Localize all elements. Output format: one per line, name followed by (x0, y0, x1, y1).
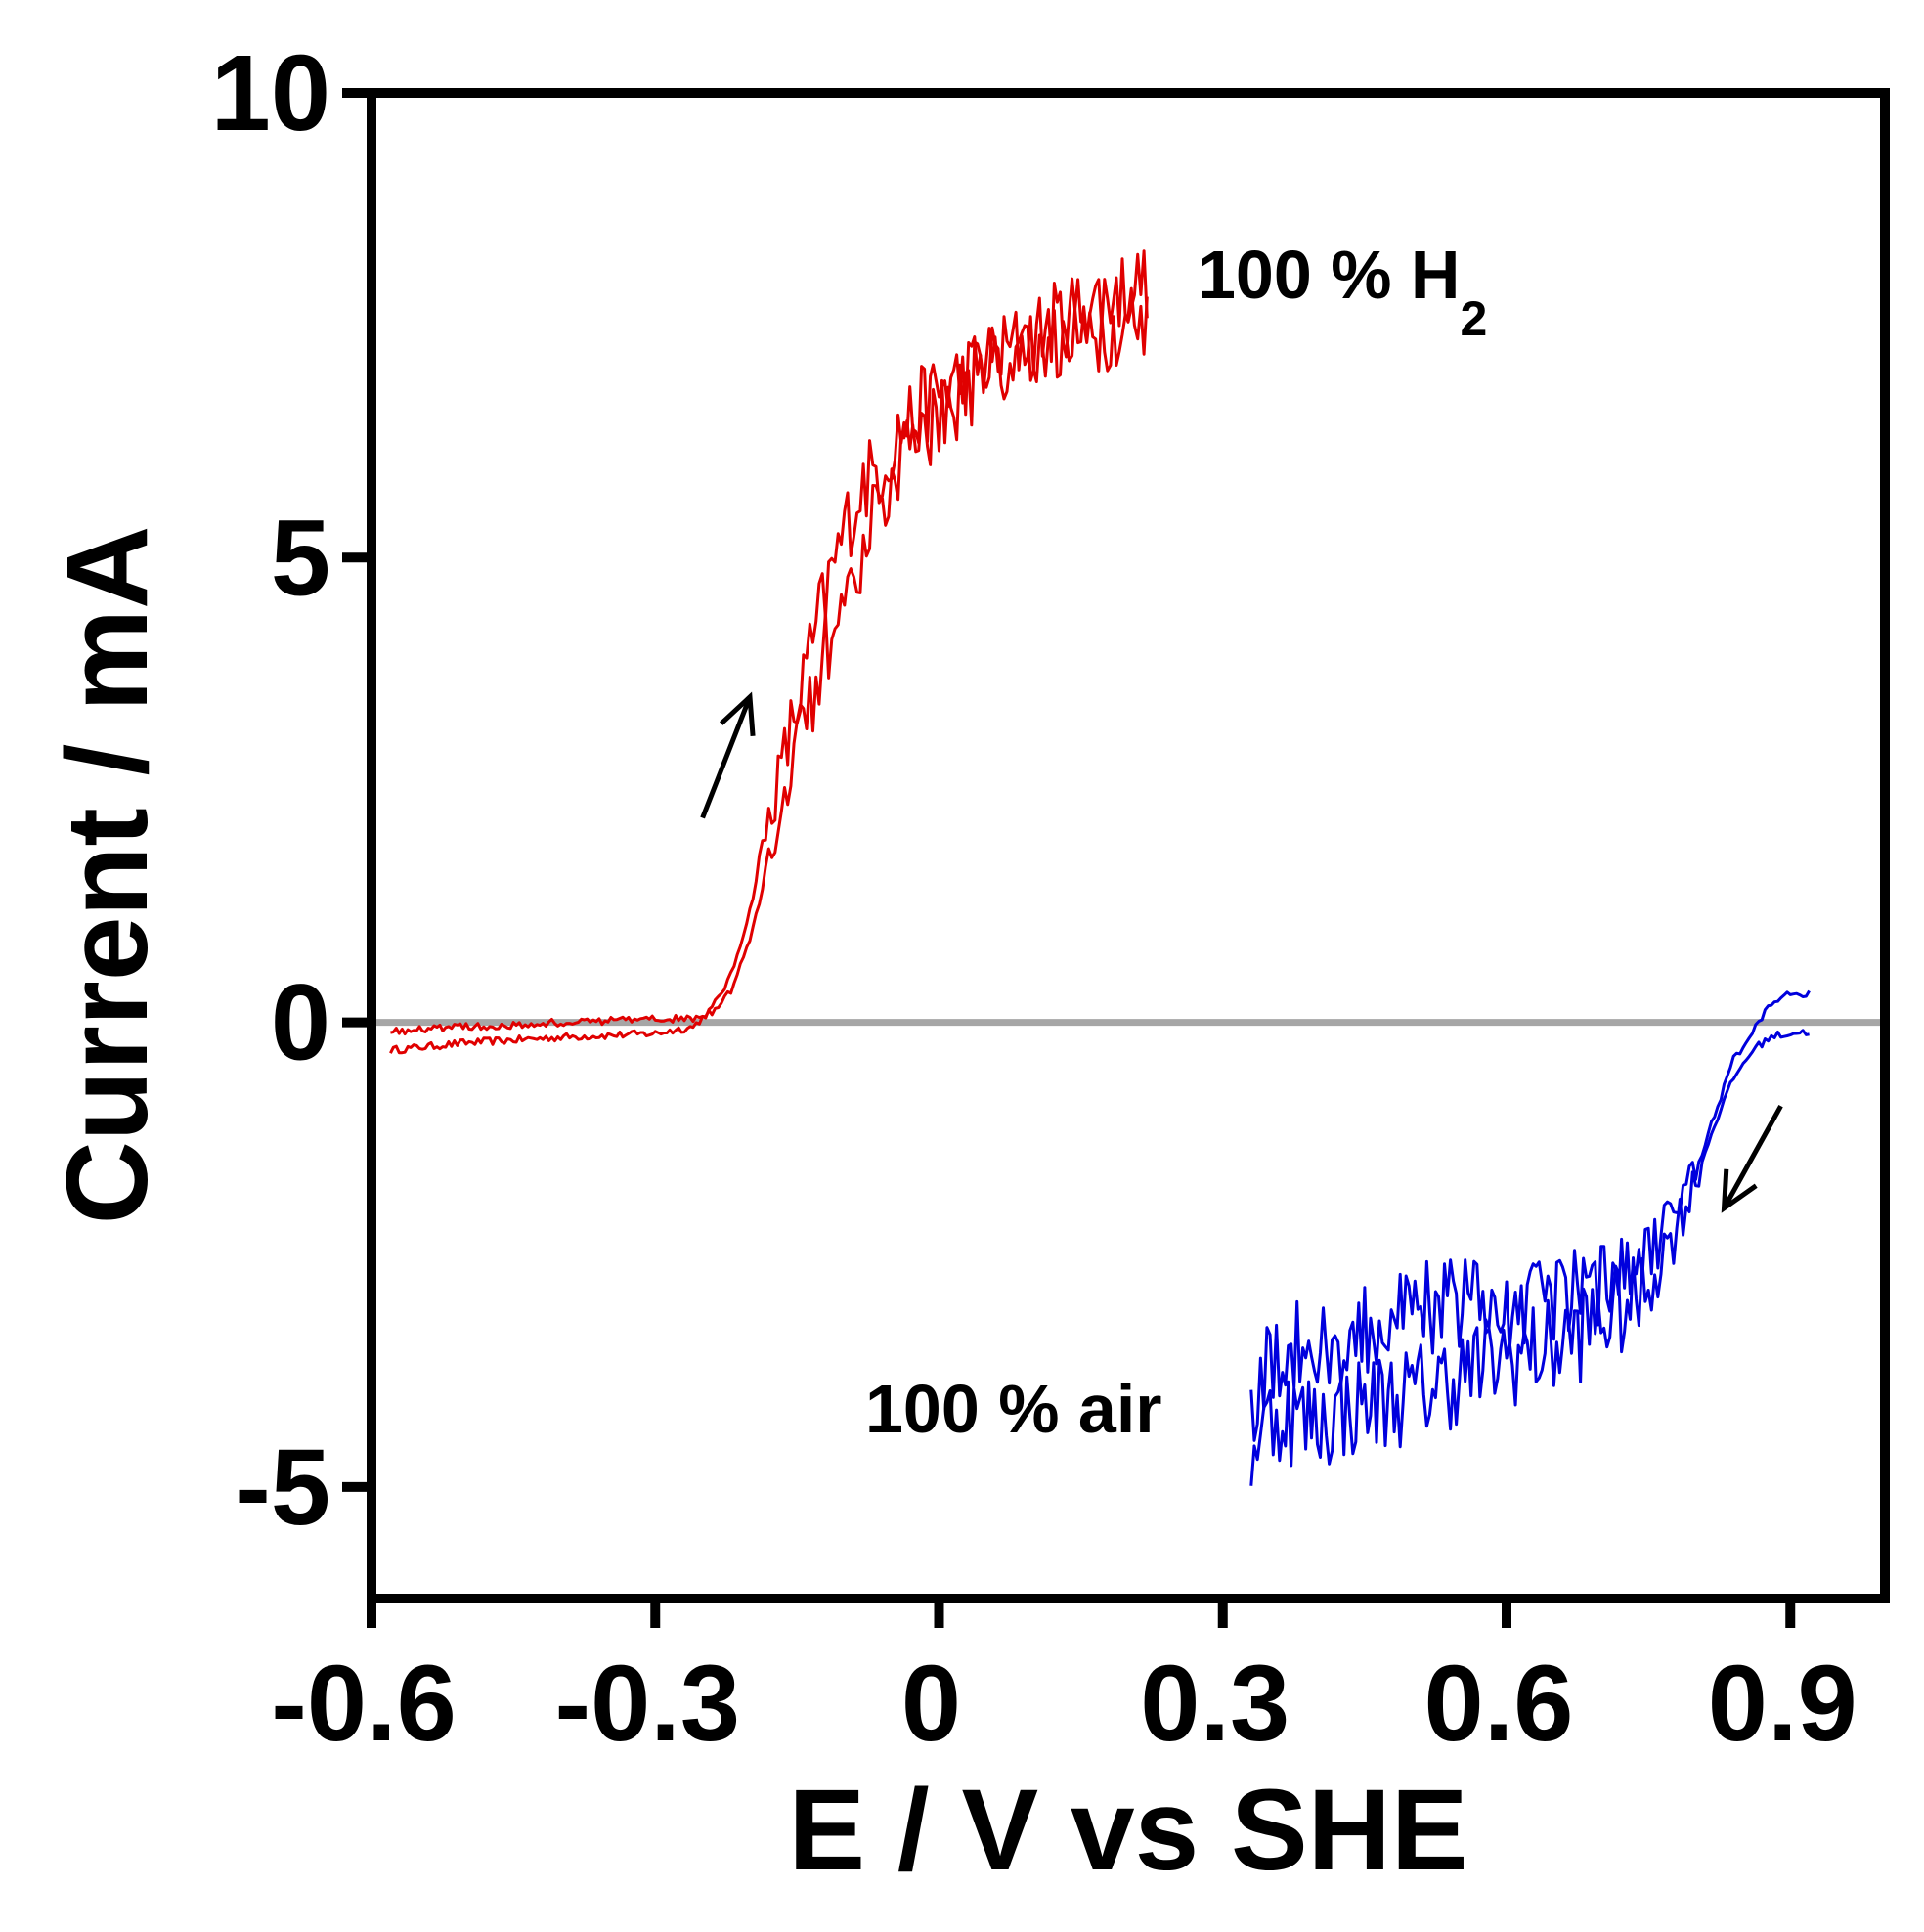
y-tick-label: -5 (235, 1427, 330, 1548)
series-0-backward-line (390, 286, 1149, 1036)
series-0-annotation: 100 % H2 (1198, 237, 1487, 346)
series-1-backward-line (1249, 1029, 1810, 1486)
series-1-forward-line (1249, 989, 1811, 1442)
x-axis-label: E / V vs SHE (788, 1766, 1467, 1895)
sweep-arrow-0 (700, 695, 753, 819)
x-tick-label: 0.9 (1708, 1644, 1858, 1764)
sweep-arrow-1 (1722, 1104, 1783, 1209)
x-tick-label: -0.3 (554, 1644, 740, 1764)
series-1-annotation: 100 % air (865, 1371, 1162, 1447)
sweep-arrow-head-0 (719, 691, 756, 736)
plot-frame (367, 88, 1890, 1603)
x-tick-label: 0 (901, 1644, 961, 1764)
x-tick-label: -0.6 (271, 1644, 457, 1764)
x-tick-label: 0.3 (1140, 1644, 1290, 1764)
y-axis-label: Current / mA (43, 526, 172, 1225)
sweep-arrow-head-1 (1721, 1168, 1758, 1213)
y-tick-label: 10 (211, 33, 330, 154)
x-tick-label: 0.6 (1424, 1644, 1574, 1764)
y-tick-label: 5 (271, 498, 330, 618)
y-tick-label: 0 (271, 963, 330, 1083)
